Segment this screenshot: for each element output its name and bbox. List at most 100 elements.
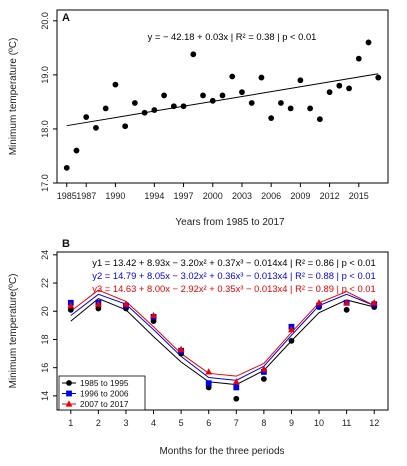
data-point [268, 115, 275, 122]
y-tick-label: 20 [40, 306, 50, 316]
x-tick-label: 1997 [174, 191, 194, 201]
x-tick-label: 3 [123, 418, 128, 428]
data-point [233, 395, 240, 402]
x-tick-label: 11 [342, 418, 351, 428]
data-point [112, 81, 119, 88]
data-point [67, 306, 74, 313]
x-tick-label: 9 [289, 418, 294, 428]
panel-b-y-axis-title: Minimum temperature(ºC) [8, 274, 19, 389]
panel-b-equation-y3: y3 = 14.63 + 8.00x − 2.92x² + 0.35x³ − 0… [92, 283, 375, 294]
data-point [122, 123, 129, 130]
series-fit-line [70, 297, 375, 386]
x-tick-label: 1994 [144, 191, 164, 201]
panel-b-y-ticks: 14 16 18 20 22 24 [40, 250, 57, 401]
y-tick-label: 17.0 [40, 174, 50, 192]
x-tick-label: 2 [96, 418, 101, 428]
data-point [355, 55, 362, 62]
data-point [180, 103, 187, 110]
data-point [260, 365, 268, 372]
legend-label: 1985 to 1995 [80, 378, 129, 388]
x-tick-label: 1987 [76, 191, 96, 201]
data-point [287, 105, 294, 112]
data-point [141, 109, 148, 116]
data-point [239, 89, 245, 96]
data-point [343, 306, 350, 313]
data-point [260, 376, 267, 382]
y-tick-label: 24 [40, 250, 50, 260]
data-point [248, 100, 255, 106]
panel-b-letter: B [62, 238, 70, 250]
x-tick-label: 2015 [349, 191, 369, 201]
x-tick-label: 7 [234, 418, 239, 428]
panel-a-frame [56, 9, 389, 184]
panel-b-equation-y2: y2 = 14.79 + 8.05x − 3.02x² + 0.36x³ − 0… [92, 270, 375, 281]
y-tick-label: 14 [40, 391, 50, 401]
legend-label: 2007 to 2017 [80, 399, 129, 409]
data-point [209, 97, 216, 104]
data-point [73, 147, 80, 154]
data-point [151, 107, 158, 113]
data-point [375, 74, 382, 81]
data-point [346, 85, 352, 92]
y-tick-label: 19.0 [40, 66, 50, 84]
data-point [177, 345, 185, 352]
x-tick-label: 1985 [57, 191, 77, 201]
data-point [316, 116, 323, 123]
data-point [95, 305, 102, 312]
data-point [229, 73, 236, 80]
x-tick-label: 1990 [105, 191, 125, 201]
panel-a-x-axis-title: Years from 1985 to 2017 [175, 217, 285, 228]
x-tick-label: 2012 [320, 191, 340, 201]
panel-a-letter: A [62, 12, 70, 24]
legend-label: 1996 to 2006 [80, 389, 129, 399]
x-tick-label: 2000 [203, 191, 223, 201]
x-tick-label: 1 [68, 418, 73, 428]
panel-b-equation-y1: y1 = 13.42 + 8.93x − 3.20x² + 0.37x³ − 0… [92, 257, 375, 268]
data-point [258, 74, 265, 81]
data-point [122, 300, 130, 307]
data-point [278, 100, 284, 106]
data-point [316, 302, 322, 309]
panel-b-points [67, 299, 378, 402]
panel-a-y-axis-title: Minimum temperature (ºC) [8, 38, 19, 156]
data-point [260, 369, 267, 375]
panel-a-x-ticks: 1985 1987 1990 1994 1997 2000 2003 2006 2009 2012… [57, 183, 369, 201]
x-tick-label: 8 [261, 418, 266, 428]
panel-a-regression-equation: y = − 42.18 + 0.03x | R² = 0.38 | p < 0.… [148, 31, 317, 42]
data-point [288, 325, 295, 333]
data-point [170, 103, 177, 110]
x-tick-label: 2003 [232, 191, 252, 201]
y-tick-label: 18 [40, 334, 50, 344]
series-fit-line [70, 289, 375, 377]
data-point [63, 164, 70, 171]
data-point [150, 311, 157, 319]
data-point [326, 89, 333, 96]
data-point [297, 77, 304, 84]
legend-marker [65, 400, 73, 407]
legend-marker [66, 390, 72, 397]
y-tick-label: 20.0 [40, 12, 50, 30]
panel-a-points [63, 39, 382, 171]
data-point [67, 302, 75, 309]
data-point [161, 92, 167, 99]
data-point [288, 337, 295, 344]
data-point [370, 299, 378, 306]
panel-b-x-ticks: 1 2 3 4 5 6 7 8 9 10 11 12 [68, 410, 379, 428]
x-tick-label: 2009 [290, 191, 310, 201]
x-tick-label: 2006 [261, 191, 281, 201]
data-point [93, 124, 99, 131]
x-tick-label: 12 [369, 418, 379, 428]
y-tick-label: 18.0 [40, 120, 50, 138]
trend-line [66, 73, 379, 127]
legend-marker [66, 380, 72, 386]
data-point [365, 39, 372, 46]
data-point [205, 368, 213, 375]
x-tick-label: 5 [179, 418, 184, 428]
y-tick-label: 16 [40, 363, 50, 373]
panel-a: A 17.0 18.0 19.0 20.0 1985 1987 1990 1994 1997 2… [8, 9, 389, 228]
data-point [232, 378, 240, 385]
data-point [336, 82, 343, 89]
data-point [190, 51, 197, 58]
